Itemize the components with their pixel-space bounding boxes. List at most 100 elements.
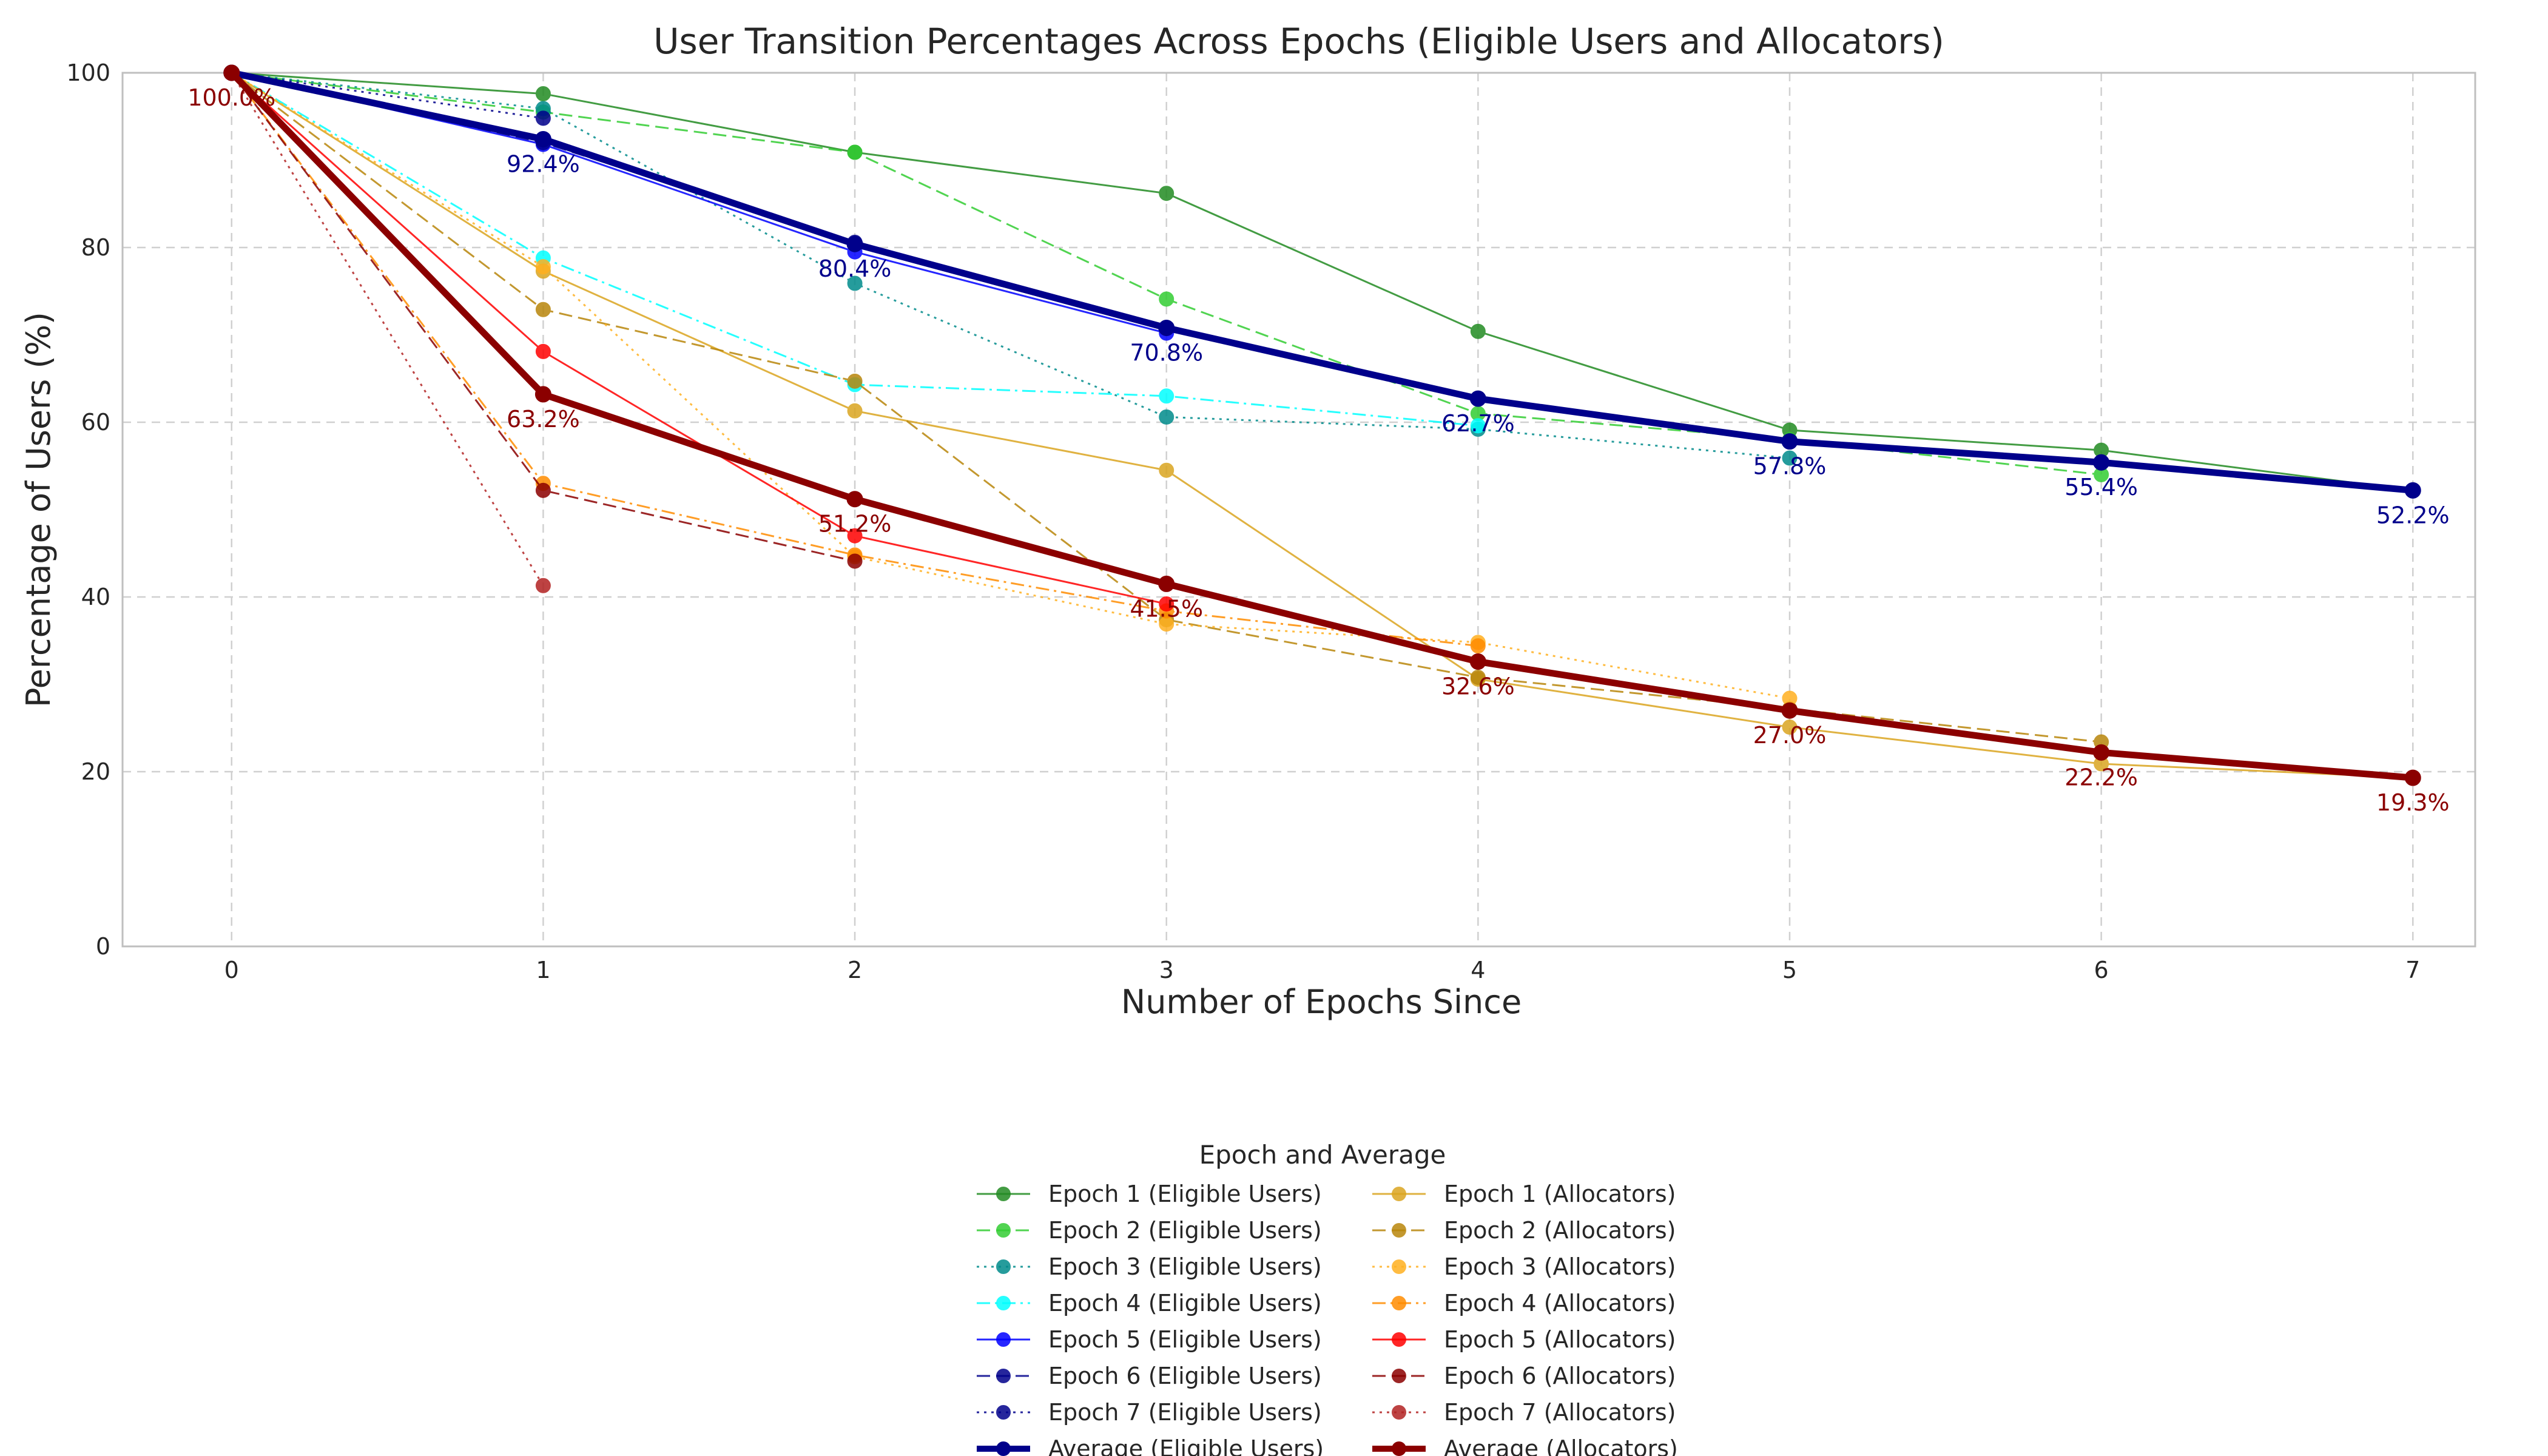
data-point xyxy=(2404,769,2421,786)
data-point xyxy=(535,482,551,498)
data-label: 55.4% xyxy=(2064,474,2138,500)
legend-label: Epoch 7 (Allocators) xyxy=(1444,1399,1676,1426)
data-point xyxy=(1159,291,1175,307)
data-label: 70.8% xyxy=(1130,339,1203,366)
legend-item-epoch-5-allocators: Epoch 5 (Allocators) xyxy=(1372,1326,1676,1353)
series-line xyxy=(231,72,1790,699)
series-line xyxy=(231,72,2413,491)
y-tick-label: 40 xyxy=(81,584,110,610)
data-point xyxy=(846,491,863,508)
legend-marker xyxy=(1392,1223,1406,1238)
data-point xyxy=(846,235,863,252)
data-point xyxy=(535,578,551,593)
data-point xyxy=(1782,450,1798,466)
data-point xyxy=(847,275,863,291)
data-point xyxy=(2404,482,2421,499)
x-tick-label: 2 xyxy=(848,957,862,983)
data-point xyxy=(847,553,863,569)
series-line xyxy=(231,69,2413,494)
data-point xyxy=(1159,596,1175,612)
data-point xyxy=(535,302,551,317)
data-label: 32.6% xyxy=(1441,673,1515,700)
legend-label: Epoch 3 (Allocators) xyxy=(1444,1253,1676,1280)
legend-label: Epoch 3 (Eligible Users) xyxy=(1048,1253,1322,1280)
legend-marker xyxy=(996,1259,1011,1274)
legend-item-epoch-2-eligible-users: Epoch 2 (Eligible Users) xyxy=(977,1217,1322,1244)
data-point xyxy=(847,528,863,544)
data-label: 92.4% xyxy=(507,150,580,177)
x-tick-label: 5 xyxy=(1782,957,1797,983)
data-point xyxy=(535,343,551,359)
series-line xyxy=(229,70,2413,781)
legend-label: Epoch 4 (Eligible Users) xyxy=(1048,1290,1322,1316)
data-point xyxy=(1158,575,1175,592)
legend-label: Epoch 6 (Allocators) xyxy=(1444,1363,1676,1389)
legend-label: Epoch 4 (Allocators) xyxy=(1444,1290,1676,1316)
data-point xyxy=(2093,744,2110,761)
data-label: 51.2% xyxy=(818,511,892,538)
data-point xyxy=(1782,720,1798,735)
data-label: 19.3% xyxy=(2376,789,2450,816)
legend-item-epoch-1-eligible-users: Epoch 1 (Eligible Users) xyxy=(977,1181,1322,1207)
plot-frame xyxy=(121,72,2476,948)
data-point xyxy=(534,130,551,147)
legend-label: Epoch 1 (Eligible Users) xyxy=(1048,1181,1322,1207)
series-line xyxy=(231,72,544,587)
legend-item-epoch-7-allocators: Epoch 7 (Allocators) xyxy=(1372,1399,1676,1426)
legend-label: Average (Eligible Users) xyxy=(1048,1435,1324,1456)
series-average-allocators xyxy=(223,64,2421,786)
legend-marker xyxy=(1392,1296,1406,1310)
legend-label: Epoch 6 (Eligible Users) xyxy=(1048,1363,1322,1389)
x-tick-label: 0 xyxy=(224,957,239,983)
legend-label: Average (Allocators) xyxy=(1444,1435,1678,1456)
legend-item-average-eligible-users: Average (Eligible Users) xyxy=(977,1435,1324,1456)
series-line xyxy=(231,72,544,120)
legend-items: Epoch 1 (Eligible Users) Epoch 2 (Eligibl… xyxy=(977,1181,1678,1456)
data-point xyxy=(534,386,551,403)
ticks: 0 1 2 3 4 5 6 7 0 20 40 60 80 100 xyxy=(66,59,2420,983)
y-axis-label: Percentage of Users (%) xyxy=(19,312,58,707)
legend: Epoch and Average Epoch 1 (Eligible User… xyxy=(977,1140,1678,1456)
legend-label: Epoch 5 (Eligible Users) xyxy=(1048,1326,1322,1353)
legend-item-average-allocators: Average (Allocators) xyxy=(1372,1435,1678,1456)
legend-marker xyxy=(1392,1259,1406,1274)
legend-item-epoch-4-eligible-users: Epoch 4 (Eligible Users) xyxy=(977,1290,1322,1316)
legend-item-epoch-3-allocators: Epoch 3 (Allocators) xyxy=(1372,1253,1676,1280)
legend-title: Epoch and Average xyxy=(1199,1140,1446,1170)
data-point xyxy=(1470,323,1486,339)
legend-label: Epoch 2 (Eligible Users) xyxy=(1048,1217,1322,1244)
y-tick-label: 20 xyxy=(81,758,110,785)
data-point xyxy=(1158,319,1175,336)
x-tick-label: 4 xyxy=(1471,957,1485,983)
legend-item-epoch-1-allocators: Epoch 1 (Allocators) xyxy=(1372,1181,1676,1207)
legend-marker xyxy=(996,1223,1011,1238)
data-point xyxy=(535,110,551,126)
legend-marker xyxy=(1392,1187,1406,1201)
data-point xyxy=(223,64,240,81)
data-labels: 92.4% 80.4% 70.8% 62.7% 57.8% 55.4% 52.2% 100.0… xyxy=(187,84,2449,816)
grid xyxy=(123,72,2475,948)
x-tick-label: 7 xyxy=(2405,957,2420,983)
data-label: 57.8% xyxy=(1753,453,1827,480)
series-layer xyxy=(223,64,2421,786)
data-point xyxy=(1470,669,1486,685)
x-axis-label: Number of Epochs Since xyxy=(1121,983,1522,1021)
legend-marker xyxy=(1392,1441,1406,1456)
data-label: 22.2% xyxy=(2064,764,2138,790)
legend-label: Epoch 7 (Eligible Users) xyxy=(1048,1399,1322,1426)
chart-title: User Transition Percentages Across Epoch… xyxy=(653,21,1944,62)
legend-marker xyxy=(1392,1405,1406,1420)
y-tick-label: 60 xyxy=(81,409,110,436)
legend-marker xyxy=(1392,1332,1406,1347)
y-tick-label: 100 xyxy=(66,59,110,86)
legend-item-epoch-5-eligible-users: Epoch 5 (Eligible Users) xyxy=(977,1326,1322,1353)
data-point xyxy=(1470,638,1486,654)
legend-item-epoch-3-eligible-users: Epoch 3 (Eligible Users) xyxy=(977,1253,1322,1280)
data-point xyxy=(1159,409,1175,425)
data-point xyxy=(1781,433,1798,450)
data-point xyxy=(1159,186,1175,201)
data-point xyxy=(847,373,863,389)
legend-label: Epoch 1 (Allocators) xyxy=(1444,1181,1676,1207)
